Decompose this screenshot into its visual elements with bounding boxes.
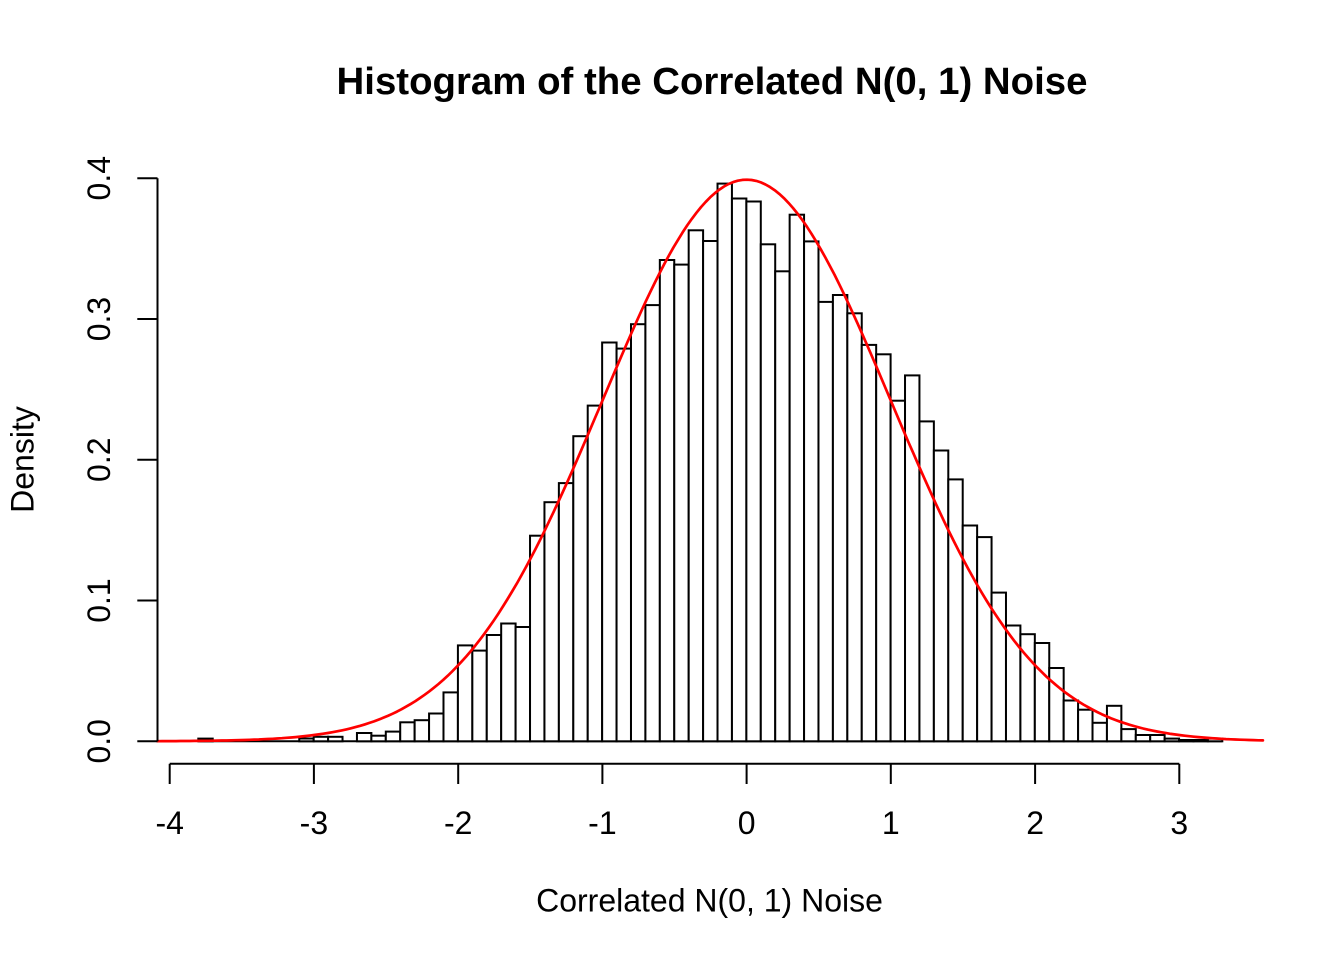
svg-text:Density: Density bbox=[5, 406, 41, 513]
svg-text:-4: -4 bbox=[155, 805, 183, 841]
svg-text:0.0: 0.0 bbox=[81, 719, 117, 763]
svg-text:0: 0 bbox=[738, 805, 756, 841]
svg-text:3: 3 bbox=[1170, 805, 1188, 841]
svg-text:-1: -1 bbox=[588, 805, 616, 841]
svg-text:0.4: 0.4 bbox=[81, 156, 117, 200]
svg-text:Histogram of the Correlated N(: Histogram of the Correlated N(0, 1) Nois… bbox=[337, 60, 1088, 103]
svg-text:0.3: 0.3 bbox=[81, 297, 117, 341]
svg-text:2: 2 bbox=[1026, 805, 1044, 841]
svg-text:0.2: 0.2 bbox=[81, 437, 117, 481]
svg-text:Correlated N(0, 1) Noise: Correlated N(0, 1) Noise bbox=[536, 883, 883, 919]
svg-text:0.1: 0.1 bbox=[81, 578, 117, 622]
svg-text:-3: -3 bbox=[300, 805, 328, 841]
svg-text:-2: -2 bbox=[444, 805, 472, 841]
svg-text:1: 1 bbox=[882, 805, 900, 841]
